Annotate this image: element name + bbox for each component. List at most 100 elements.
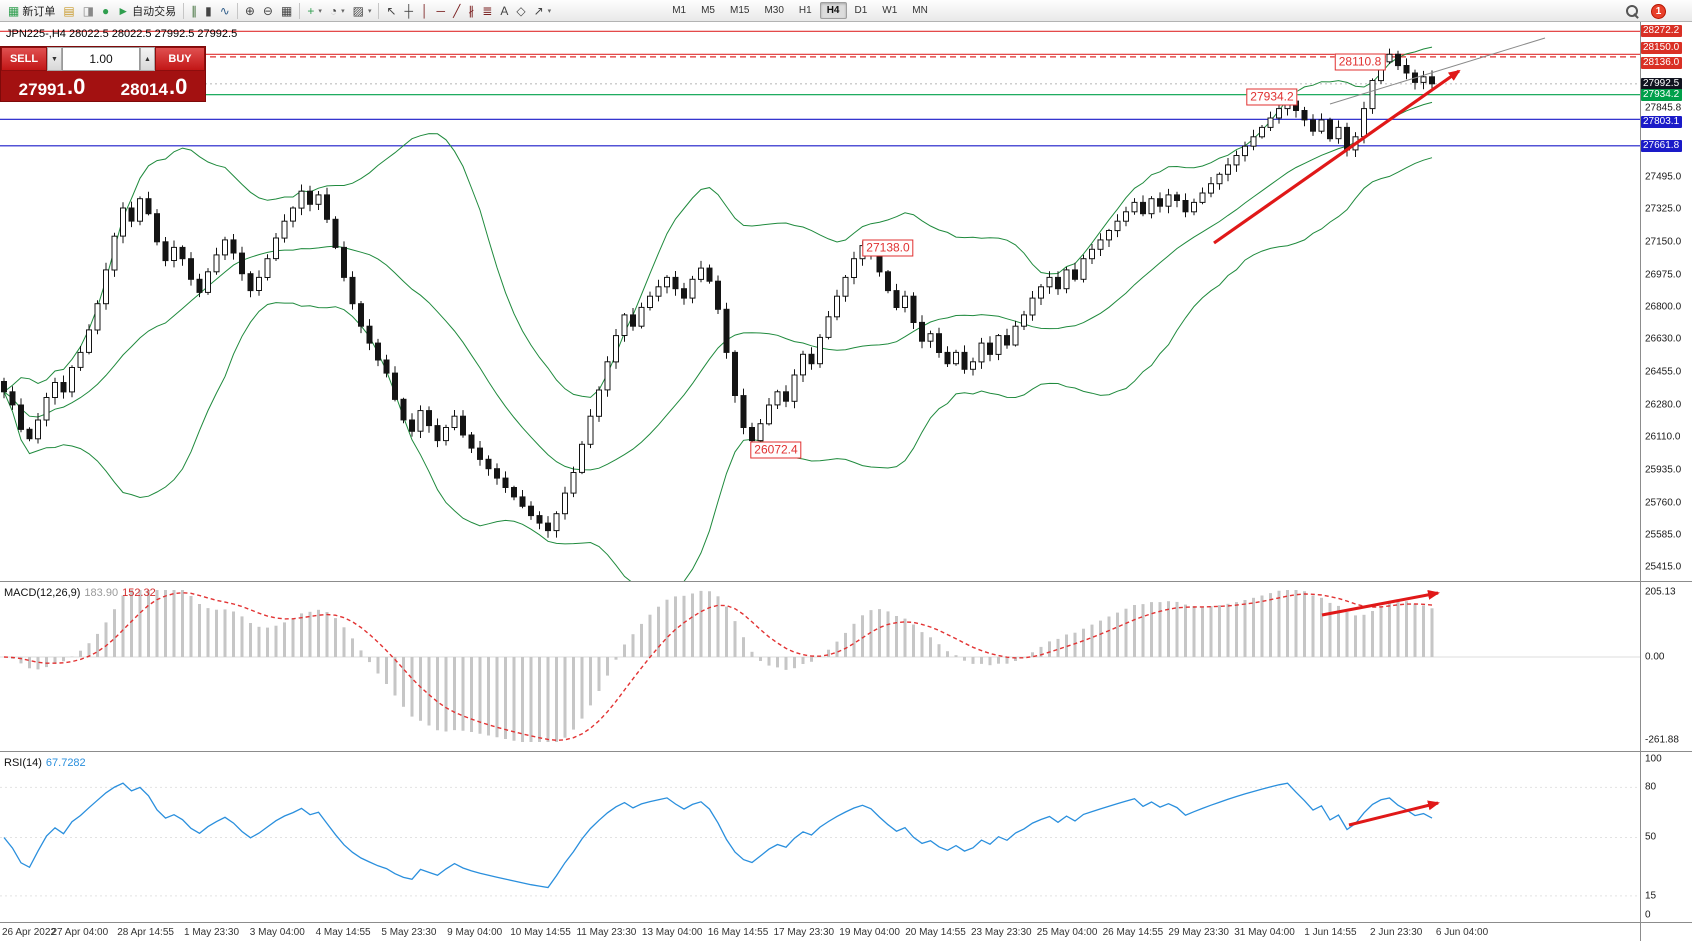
text-button[interactable]: A <box>496 1 512 20</box>
time-axis-label: 5 May 23:30 <box>381 927 437 938</box>
main-chart-panel[interactable]: JPN225-,H4 28022.5 28022.5 27992.5 27992… <box>0 22 1692 582</box>
macd-scale-label: -261.88 <box>1645 734 1679 746</box>
trendline-annotation[interactable] <box>1329 37 1546 105</box>
price-level-label: 27803.1 <box>1641 116 1683 129</box>
trendline-button[interactable]: ╱ <box>449 1 464 20</box>
buy-price[interactable]: 28014.0 <box>120 74 188 99</box>
tile-windows-button[interactable]: ▦ <box>277 1 296 20</box>
periods-button[interactable]: ◔ ▾ <box>326 1 349 20</box>
time-axis-label: 1 May 23:30 <box>183 927 240 938</box>
timeframe-h4[interactable]: H4 <box>819 2 847 19</box>
toolbar-buttons: ▦ 新订单 ▤ ◨ ● ► 自动交易 ∥ ▮ ∿ ⊕ ⊖ ▦ + ▾ ◔ ▾ ▨ ▾ ↖ ┼ │ ─ ╱ ∦ ≣ A ◇ ↗ ▾ <box>4 1 555 20</box>
buy-button[interactable]: BUY <box>155 47 205 71</box>
cursor-icon: ↖ <box>386 3 397 18</box>
vertical-line-icon: │ <box>421 3 429 18</box>
chart-title: JPN225-,H4 28022.5 28022.5 27992.5 27992… <box>6 28 238 40</box>
price-tick-label: 27150.0 <box>1645 236 1682 248</box>
time-axis-label: 3 May 04:00 <box>249 927 305 938</box>
autotrade-button[interactable]: ► 自动交易 <box>113 1 180 20</box>
bollinger-bands <box>3 46 1433 581</box>
price-chart[interactable] <box>0 22 1692 582</box>
candlestick-button[interactable]: ▮ <box>201 1 216 20</box>
chevron-down-icon: ▾ <box>318 7 322 15</box>
templates-button[interactable]: ▨ ▾ <box>349 1 376 20</box>
zoom-in-button[interactable]: ⊕ <box>241 1 259 20</box>
timeframe-d1[interactable]: D1 <box>854 5 868 16</box>
cursor-button[interactable]: ↖ <box>382 1 400 20</box>
volume-increase-button[interactable]: ▲ <box>140 47 155 71</box>
zoom-in-icon: ⊕ <box>244 3 255 18</box>
chevron-down-icon: ▼ <box>51 55 58 63</box>
notification-badge[interactable]: 1 <box>1651 3 1666 19</box>
time-axis-label: 11 May 23:30 <box>576 927 637 938</box>
macd-chart[interactable] <box>0 583 1692 752</box>
timeframe-m1[interactable]: M1 <box>672 5 687 16</box>
volume-decrease-button[interactable]: ▼ <box>47 47 62 71</box>
tile-windows-icon: ▦ <box>280 3 293 18</box>
time-axis-label: 20 May 14:55 <box>905 927 966 938</box>
horizontal-line-button[interactable]: ─ <box>433 1 450 20</box>
new-order-button-label: 新订单 <box>22 5 56 18</box>
timeframe-m30[interactable]: M30 <box>764 5 784 16</box>
price-callout[interactable]: 27934.2 <box>1246 88 1298 106</box>
time-axis-label: 9 May 04:00 <box>447 927 503 938</box>
volume-input[interactable]: 1.00 <box>62 47 140 71</box>
price-callout[interactable]: 27138.0 <box>862 239 914 257</box>
trend-arrow-annotation[interactable] <box>1213 69 1461 245</box>
line-chart-button[interactable]: ∿ <box>216 1 234 20</box>
new-chart-icon: ▤ <box>63 3 75 18</box>
sell-price[interactable]: 27991.0 <box>18 74 86 99</box>
periods-icon: ◔ <box>329 3 338 18</box>
channel-button[interactable]: ∦ <box>464 1 478 20</box>
toolbar-right: 1 <box>1626 0 1666 22</box>
trend-arrow-annotation[interactable] <box>1321 589 1440 617</box>
label-button[interactable]: ◇ <box>512 1 529 20</box>
timeframe-h1[interactable]: H1 <box>798 5 812 16</box>
new-order-button[interactable]: ▦ 新订单 <box>4 1 59 20</box>
search-icon[interactable] <box>1626 4 1639 18</box>
new-chart-button[interactable]: ▤ <box>59 1 78 20</box>
profiles-button[interactable]: ◨ <box>79 1 98 20</box>
sell-button[interactable]: SELL <box>1 47 47 71</box>
trendline-icon: ╱ <box>453 3 461 18</box>
time-axis-label: 1 Jun 14:55 <box>1304 927 1357 938</box>
market-watch-button[interactable]: ● <box>98 1 113 20</box>
time-axis-label: 26 May 14:55 <box>1102 927 1164 938</box>
vertical-line-button[interactable]: │ <box>417 1 433 20</box>
time-axis[interactable]: 26 Apr 2022 27 Apr 04:00 28 Apr 14:55 1 May… <box>0 924 1692 941</box>
arrows-icon: ↗ <box>533 3 544 18</box>
price-tick-label: 26630.0 <box>1645 333 1682 345</box>
price-tick-label: 25935.0 <box>1645 464 1682 476</box>
zoom-out-button[interactable]: ⊖ <box>259 1 277 20</box>
chevron-down-icon: ▾ <box>341 7 345 15</box>
label-icon: ◇ <box>516 3 526 18</box>
price-tick-label: 26455.0 <box>1645 366 1682 378</box>
trend-arrow-annotation[interactable] <box>1348 800 1440 827</box>
crosshair-icon: ┼ <box>404 3 414 18</box>
toolbar-separator <box>378 2 380 19</box>
macd-label: MACD(12,26,9) 183.90 152.32 <box>4 587 156 599</box>
price-tick-label: 26110.0 <box>1645 431 1681 443</box>
one-click-trade-panel: SELL ▼ 1.00 ▲ BUY 27991.0 28014.0 <box>0 46 206 102</box>
price-callout[interactable]: 26072.4 <box>750 441 802 459</box>
time-axis-label: 16 May 14:55 <box>707 927 769 938</box>
rsi-panel[interactable]: RSI(14) 67.7282 100 80 50 15 0 <box>0 753 1692 923</box>
toolbar-separator <box>183 2 185 19</box>
timeframe-m5[interactable]: M5 <box>701 5 715 16</box>
indicators-button[interactable]: + ▾ <box>303 1 326 20</box>
macd-scale-label: 205.13 <box>1645 586 1676 598</box>
chevron-down-icon: ▾ <box>547 7 552 15</box>
fibonacci-button[interactable]: ≣ <box>478 1 496 20</box>
price-level-label: 27934.2 <box>1641 88 1683 101</box>
macd-panel[interactable]: MACD(12,26,9) 183.90 152.32 205.13 0.00 -261… <box>0 583 1692 752</box>
timeframe-m15[interactable]: M15 <box>730 5 750 16</box>
price-callout[interactable]: 28110.8 <box>1334 53 1386 71</box>
timeframe-mn[interactable]: MN <box>912 5 928 16</box>
crosshair-button[interactable]: ┼ <box>401 1 418 20</box>
rsi-scale-label: 80 <box>1645 781 1657 793</box>
price-level-label: 28150.0 <box>1641 42 1683 55</box>
arrows-button[interactable]: ↗ ▾ <box>530 1 556 20</box>
timeframe-w1[interactable]: W1 <box>882 5 898 16</box>
bar-chart-button[interactable]: ∥ <box>187 1 201 20</box>
rsi-chart[interactable] <box>0 753 1692 923</box>
